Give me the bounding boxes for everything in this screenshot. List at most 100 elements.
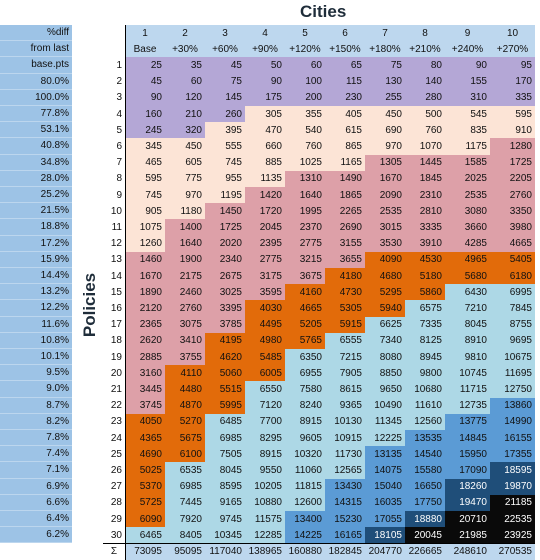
data-cell: 3980 xyxy=(490,219,535,236)
row-number: 17 xyxy=(103,316,125,333)
data-cell: 605 xyxy=(165,154,205,171)
data-cell: 6995 xyxy=(490,284,535,301)
data-cell: 10130 xyxy=(325,413,365,430)
row-number: 21 xyxy=(103,381,125,398)
data-cell: 14315 xyxy=(325,494,365,511)
data-cell: 2395 xyxy=(245,235,285,252)
row-number: 14 xyxy=(103,268,125,285)
data-cell: 4530 xyxy=(405,251,445,268)
data-cell: 4285 xyxy=(445,235,490,252)
data-cell: 90 xyxy=(445,57,490,74)
data-cell: 7580 xyxy=(285,381,325,398)
data-cell: 12735 xyxy=(445,397,490,414)
data-cell: 7210 xyxy=(445,300,490,317)
row-number: 30 xyxy=(103,527,125,544)
data-cell: 3785 xyxy=(205,316,245,333)
data-cell: 16165 xyxy=(325,527,365,544)
data-cell: 15040 xyxy=(365,478,405,495)
data-cell: 21185 xyxy=(490,494,535,511)
data-cell: 835 xyxy=(445,122,490,139)
data-cell: 130 xyxy=(365,73,405,90)
data-cell: 1890 xyxy=(125,284,165,301)
data-cell: 90 xyxy=(125,89,165,106)
data-cell: 2535 xyxy=(365,203,405,220)
data-cell: 5680 xyxy=(445,268,490,285)
data-cell: 75 xyxy=(205,73,245,90)
row-number: 25 xyxy=(103,446,125,463)
data-cell: 10205 xyxy=(245,478,285,495)
data-cell: 7340 xyxy=(365,332,405,349)
data-cell: 9695 xyxy=(490,332,535,349)
data-cell: 11610 xyxy=(405,397,445,414)
row-number: 6 xyxy=(103,138,125,155)
row-number: 10 xyxy=(103,203,125,220)
data-cell: 18595 xyxy=(490,462,535,479)
data-cell: 8295 xyxy=(245,430,285,447)
column-label: Base xyxy=(125,41,165,58)
data-cell: 910 xyxy=(490,122,535,139)
data-cell: 5485 xyxy=(245,349,285,366)
grid-border xyxy=(103,543,535,545)
data-cell: 5270 xyxy=(165,413,205,430)
data-cell: 1640 xyxy=(165,235,205,252)
data-cell: 11730 xyxy=(325,446,365,463)
column-label: +120% xyxy=(285,41,325,58)
data-cell: 1865 xyxy=(325,187,365,204)
data-cell: 8125 xyxy=(405,332,445,349)
column-number: 7 xyxy=(365,25,405,42)
data-cell: 2775 xyxy=(285,235,325,252)
data-cell: 2810 xyxy=(405,203,445,220)
column-number: 6 xyxy=(325,25,365,42)
data-cell: 13775 xyxy=(445,413,490,430)
data-cell: 280 xyxy=(405,89,445,106)
data-cell: 2175 xyxy=(165,268,205,285)
data-cell: 75 xyxy=(365,57,405,74)
data-cell: 10490 xyxy=(365,397,405,414)
row-number: 1 xyxy=(103,57,125,74)
data-cell: 885 xyxy=(245,154,285,171)
data-cell: 13860 xyxy=(490,397,535,414)
data-cell: 2265 xyxy=(325,203,365,220)
data-cell: 2025 xyxy=(445,170,490,187)
data-cell: 7505 xyxy=(205,446,245,463)
pct-value-cell: 40.8% xyxy=(0,138,72,155)
data-cell: 5995 xyxy=(205,397,245,414)
data-cell: 1025 xyxy=(285,154,325,171)
data-cell: 4965 xyxy=(445,251,490,268)
data-cell: 13535 xyxy=(405,430,445,447)
data-cell: 155 xyxy=(445,73,490,90)
data-cell: 7920 xyxy=(165,511,205,528)
pct-value-cell: 13.2% xyxy=(0,284,72,301)
data-cell: 120 xyxy=(165,89,205,106)
data-cell: 3910 xyxy=(405,235,445,252)
data-cell: 230 xyxy=(325,89,365,106)
data-cell: 3025 xyxy=(205,284,245,301)
data-cell: 19470 xyxy=(445,494,490,511)
data-cell: 3350 xyxy=(490,203,535,220)
row-number: 4 xyxy=(103,106,125,123)
data-cell: 4480 xyxy=(165,381,205,398)
data-cell: 545 xyxy=(445,106,490,123)
data-cell: 6465 xyxy=(125,527,165,544)
row-number: 19 xyxy=(103,349,125,366)
data-cell: 4195 xyxy=(205,332,245,349)
data-cell: 10745 xyxy=(445,365,490,382)
data-cell: 2205 xyxy=(490,170,535,187)
pct-value-cell: 8.7% xyxy=(0,397,72,414)
row-number: 20 xyxy=(103,365,125,382)
data-cell: 145 xyxy=(205,89,245,106)
data-cell: 18880 xyxy=(405,511,445,528)
data-cell: 345 xyxy=(125,138,165,155)
data-cell: 970 xyxy=(365,138,405,155)
column-number: 4 xyxy=(245,25,285,42)
pct-value-cell: 25.2% xyxy=(0,187,72,204)
pct-header-cell: %diff xyxy=(0,25,72,42)
column-label: +270% xyxy=(490,41,535,58)
chart-title: Cities xyxy=(300,2,347,21)
data-cell: 1400 xyxy=(165,219,205,236)
data-cell: 5295 xyxy=(365,284,405,301)
column-label: +180% xyxy=(365,41,405,58)
data-cell: 5060 xyxy=(205,365,245,382)
data-cell: 8615 xyxy=(325,381,365,398)
data-cell: 1670 xyxy=(125,268,165,285)
